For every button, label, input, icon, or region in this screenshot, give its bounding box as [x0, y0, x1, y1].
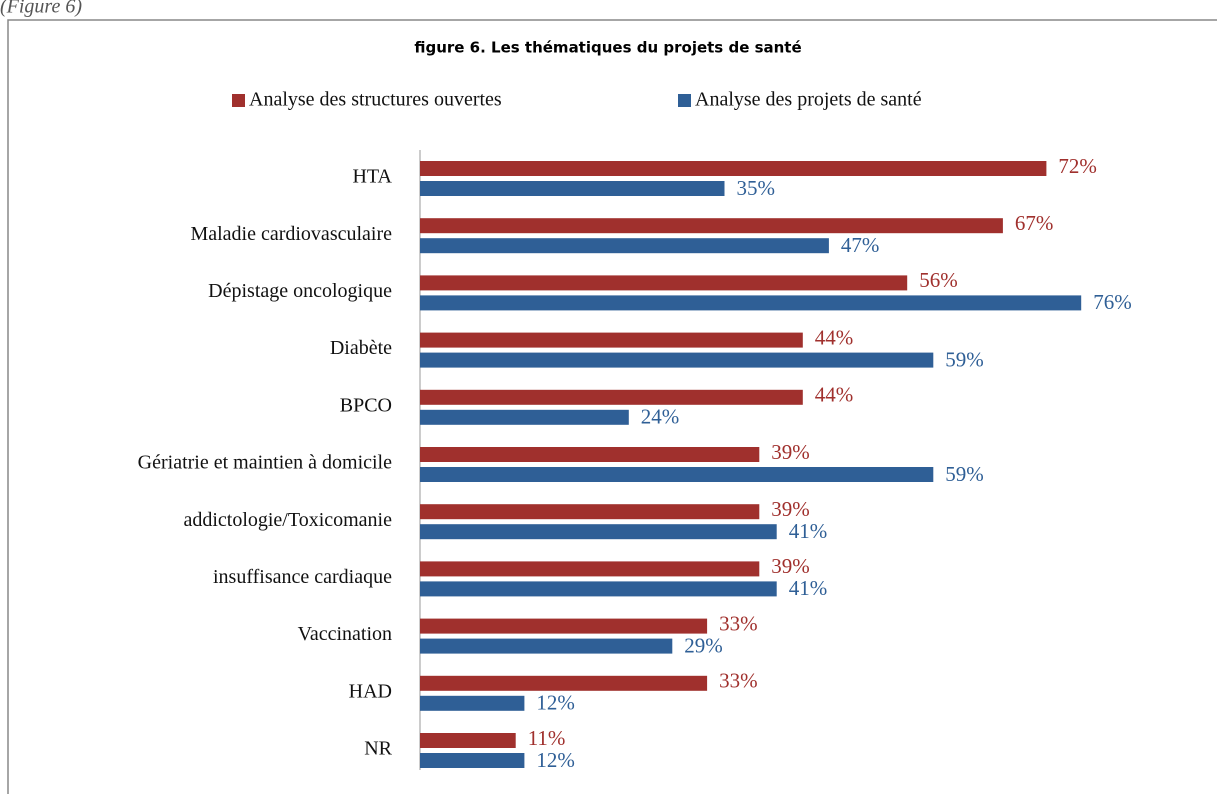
value-label: 59% [945, 347, 984, 371]
bar [420, 332, 803, 348]
bar [420, 181, 725, 196]
bar [420, 638, 673, 654]
value-label: 24% [641, 405, 680, 429]
bar [420, 561, 760, 577]
value-label: 35% [737, 176, 776, 200]
value-label: 41% [789, 576, 828, 600]
bar [420, 409, 629, 425]
bar [420, 295, 1082, 311]
value-label: 39% [771, 440, 810, 464]
value-label: 56% [919, 268, 958, 292]
legend-label: Analyse des structures ouvertes [249, 89, 502, 111]
bar [420, 238, 829, 254]
value-label: 76% [1093, 290, 1132, 314]
value-label: 39% [771, 554, 810, 578]
y-tick-label: HTA [352, 166, 392, 188]
value-label: 47% [841, 233, 880, 257]
value-label: 59% [945, 462, 984, 486]
chart-title: figure 6. Les thématiques du projets de … [414, 39, 801, 57]
bar [420, 618, 708, 634]
y-tick-label: HAD [349, 680, 392, 702]
bar [420, 753, 525, 768]
value-label: 41% [789, 519, 828, 543]
bar [420, 218, 1003, 234]
y-tick-label: Dépistage oncologique [208, 280, 392, 302]
bar [420, 275, 908, 291]
bar [420, 524, 777, 540]
bar [420, 581, 777, 597]
bar [420, 675, 708, 691]
legend-swatch [678, 94, 691, 107]
value-label: 12% [536, 691, 575, 715]
y-tick-label: Diabète [330, 337, 392, 359]
value-label: 33% [719, 669, 758, 693]
bar [420, 467, 934, 482]
bar [420, 447, 760, 462]
bar [420, 504, 760, 520]
value-label: 11% [528, 726, 566, 750]
y-tick-label: BPCO [340, 394, 392, 416]
y-tick-label: NR [364, 738, 392, 760]
legend-label: Analyse des projets de santé [695, 89, 922, 111]
bar [420, 161, 1047, 176]
bar [420, 695, 525, 711]
value-label: 44% [815, 325, 854, 349]
value-label: 33% [719, 611, 758, 635]
legend-swatch [232, 94, 245, 107]
y-tick-label: Maladie cardiovasculaire [190, 223, 392, 245]
value-label: 67% [1015, 211, 1054, 235]
value-label: 29% [684, 633, 723, 657]
value-label: 12% [536, 748, 575, 772]
y-tick-label: insuffisance cardiaque [213, 566, 392, 588]
y-tick-label: Vaccination [298, 623, 392, 645]
value-label: 72% [1058, 154, 1097, 178]
value-label: 44% [815, 383, 854, 407]
caption: (Figure 6) [0, 0, 82, 18]
y-tick-label: Gériatrie et maintien à domicile [138, 452, 392, 474]
bar [420, 389, 803, 405]
y-tick-label: addictologie/Toxicomanie [183, 509, 392, 531]
value-label: 39% [771, 497, 810, 521]
bar [420, 352, 934, 368]
chart-frame [7, 19, 1217, 794]
bar [420, 733, 516, 748]
